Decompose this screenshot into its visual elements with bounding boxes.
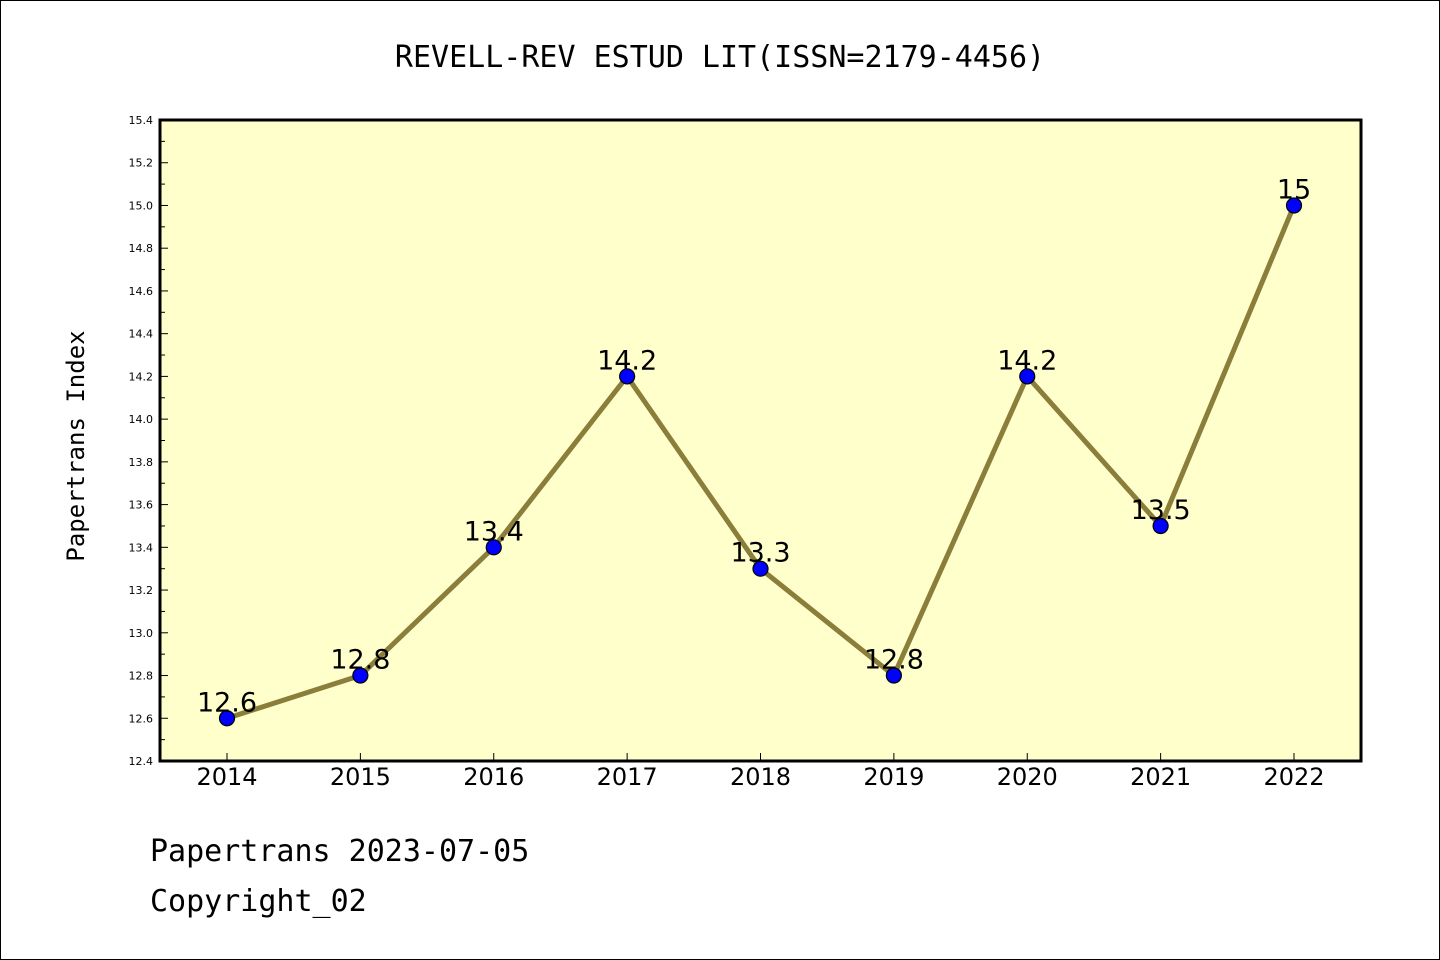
y-axis-label: Papertrans Index xyxy=(62,330,90,561)
data-label: 12.8 xyxy=(330,645,390,676)
data-labels: 12.6 12.8 13.4 14.2 13.3 12.8 14.2 13.5 15 xyxy=(197,174,1311,718)
x-tick-label: 2020 xyxy=(997,763,1058,791)
data-point xyxy=(1152,517,1169,535)
data-label: 13.4 xyxy=(464,516,524,547)
data-label: 12.8 xyxy=(864,645,924,676)
y-tick-label: 13.8 xyxy=(129,456,154,469)
x-tick-label: 2018 xyxy=(730,763,791,791)
data-point xyxy=(218,710,236,727)
x-tick-label: 2016 xyxy=(463,763,524,791)
y-tick-label: 12.6 xyxy=(129,712,154,725)
footer-copyright: Copyright_02 xyxy=(150,884,367,919)
y-tick-label: 14.2 xyxy=(129,370,154,383)
data-label: 14.2 xyxy=(997,345,1057,376)
y-tick-label: 14.8 xyxy=(129,242,154,255)
plot-area xyxy=(158,118,1363,763)
y-tick-label: 15.2 xyxy=(129,157,154,170)
y-tick-label: 13.6 xyxy=(129,499,154,512)
data-point xyxy=(619,368,636,385)
y-tick-label: 15.4 xyxy=(129,114,154,127)
data-point xyxy=(752,560,769,577)
y-tick-label: 14.6 xyxy=(129,285,154,298)
data-point xyxy=(1019,368,1036,385)
x-tick-label: 2021 xyxy=(1130,763,1191,791)
data-label: 13.3 xyxy=(730,538,790,569)
data-label: 13.5 xyxy=(1131,495,1191,526)
y-tick-label: 14.4 xyxy=(129,328,154,341)
data-label: 12.6 xyxy=(197,687,257,718)
y-tick-label: 13.4 xyxy=(129,541,154,554)
y-tick-label: 13.0 xyxy=(129,627,154,640)
y-tick-label: 14.0 xyxy=(129,413,154,426)
x-tick-label: 2019 xyxy=(863,763,924,791)
x-tick-label: 2017 xyxy=(597,763,658,791)
data-label: 14.2 xyxy=(597,345,657,376)
y-tick-label: 12.8 xyxy=(129,670,154,683)
y-tick-label: 12.4 xyxy=(129,755,154,768)
chart-title: REVELL-REV ESTUD LIT(ISSN=2179-4456) xyxy=(395,40,1045,75)
x-axis-ticks: 2014 2015 2016 2017 2018 2019 2020 2021 2022 xyxy=(196,753,1325,791)
y-tick-label: 15.0 xyxy=(129,199,154,212)
y-tick-label: 13.2 xyxy=(129,584,154,597)
data-point xyxy=(352,667,369,684)
data-point xyxy=(1285,197,1303,214)
x-tick-label: 2022 xyxy=(1263,763,1324,791)
data-label: 15 xyxy=(1277,174,1311,205)
series-markers xyxy=(218,197,1303,727)
data-point xyxy=(485,539,502,556)
x-tick-label: 2014 xyxy=(196,763,257,791)
data-point xyxy=(885,667,902,684)
footer-date: Papertrans 2023-07-05 xyxy=(150,834,530,869)
x-tick-label: 2015 xyxy=(330,763,391,791)
y-axis-ticks: 12.4 12.6 12.8 13.0 13.2 13.4 13.6 13.8 14.0 14.2… xyxy=(129,114,168,768)
